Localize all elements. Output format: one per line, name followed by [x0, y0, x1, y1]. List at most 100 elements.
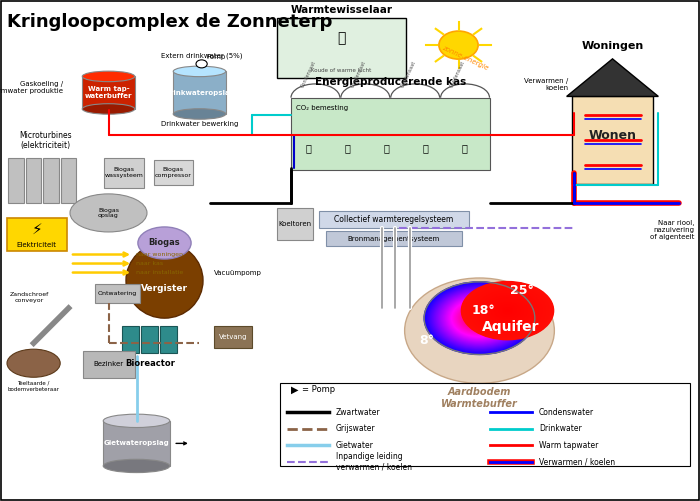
Ellipse shape: [440, 292, 519, 345]
Ellipse shape: [465, 284, 550, 337]
Bar: [141, 326, 158, 353]
Text: Woningen: Woningen: [582, 42, 643, 52]
Bar: [173, 72, 225, 114]
Ellipse shape: [505, 310, 510, 312]
Ellipse shape: [468, 311, 491, 326]
Text: Warm tap-
waterbuffer: Warm tap- waterbuffer: [85, 86, 132, 99]
Ellipse shape: [493, 301, 522, 320]
Ellipse shape: [458, 304, 501, 332]
Text: Warm tapwater: Warm tapwater: [539, 441, 598, 450]
Ellipse shape: [444, 295, 514, 341]
Ellipse shape: [456, 303, 503, 334]
Ellipse shape: [126, 243, 203, 318]
Bar: [104, 158, 144, 188]
Bar: [122, 326, 139, 353]
Text: Aardbodem
Warmtebuffer: Aardbodem Warmtebuffer: [441, 387, 518, 409]
Ellipse shape: [464, 308, 495, 328]
Text: Bezinker: Bezinker: [94, 362, 124, 367]
Ellipse shape: [104, 459, 169, 472]
Ellipse shape: [438, 291, 522, 346]
Ellipse shape: [440, 292, 519, 344]
Text: CO₂ bemesting: CO₂ bemesting: [296, 105, 348, 111]
Ellipse shape: [442, 293, 517, 343]
Bar: [83, 77, 134, 109]
Text: ▶: ▶: [290, 384, 298, 394]
Text: naar installatie: naar installatie: [136, 270, 183, 275]
Bar: [318, 211, 469, 228]
Ellipse shape: [478, 317, 481, 319]
Ellipse shape: [453, 301, 506, 335]
Text: Zandschroef
conveyor: Zandschroef conveyor: [10, 292, 49, 303]
Ellipse shape: [466, 309, 493, 327]
Ellipse shape: [459, 305, 500, 331]
Text: 🌿: 🌿: [384, 143, 389, 153]
Text: Biogas
compressor: Biogas compressor: [155, 167, 192, 178]
Text: Aquifer: Aquifer: [482, 320, 540, 334]
Text: Verwarmen / koelen: Verwarmen / koelen: [539, 457, 615, 466]
Ellipse shape: [461, 306, 498, 330]
Ellipse shape: [477, 316, 482, 320]
Text: Energieproducerende kas: Energieproducerende kas: [314, 77, 466, 87]
Ellipse shape: [446, 296, 513, 340]
Ellipse shape: [429, 285, 530, 351]
Ellipse shape: [173, 66, 225, 77]
Ellipse shape: [490, 300, 525, 322]
Text: Verwarmen /
koelen: Verwarmen / koelen: [524, 79, 568, 92]
Text: 🌿: 🌿: [462, 143, 468, 153]
Ellipse shape: [462, 282, 553, 339]
Text: Gaskoeling /
warmwater produktie: Gaskoeling / warmwater produktie: [0, 81, 63, 94]
Ellipse shape: [491, 300, 524, 321]
Bar: [326, 231, 462, 246]
Ellipse shape: [485, 297, 530, 325]
Text: Bioreactor: Bioreactor: [125, 359, 176, 368]
Ellipse shape: [467, 285, 548, 336]
Ellipse shape: [473, 314, 486, 323]
Ellipse shape: [502, 307, 513, 314]
Text: Microturbines
(elektriciteit): Microturbines (elektriciteit): [19, 131, 72, 150]
Ellipse shape: [455, 302, 504, 334]
Text: Condensaat: Condensaat: [449, 60, 466, 89]
Ellipse shape: [496, 303, 519, 318]
Text: 🌿: 🌿: [344, 143, 350, 153]
Ellipse shape: [463, 308, 496, 329]
Ellipse shape: [447, 297, 512, 340]
Ellipse shape: [426, 283, 533, 354]
Ellipse shape: [505, 309, 510, 312]
Text: Condensaat: Condensaat: [400, 60, 416, 89]
Text: Zwartwater: Zwartwater: [336, 408, 381, 417]
Ellipse shape: [461, 282, 554, 340]
Ellipse shape: [469, 286, 546, 335]
Ellipse shape: [487, 298, 528, 324]
Ellipse shape: [461, 306, 498, 330]
Ellipse shape: [503, 308, 512, 314]
Ellipse shape: [469, 311, 490, 325]
Ellipse shape: [433, 288, 526, 349]
Ellipse shape: [456, 303, 503, 333]
Ellipse shape: [450, 299, 509, 337]
Bar: [61, 158, 76, 203]
Ellipse shape: [477, 292, 538, 330]
Ellipse shape: [484, 296, 531, 326]
Ellipse shape: [457, 304, 502, 333]
Text: zonne-energie: zonne-energie: [442, 45, 489, 71]
Ellipse shape: [449, 298, 510, 338]
Ellipse shape: [435, 289, 524, 347]
Bar: [276, 18, 406, 78]
Bar: [280, 383, 690, 466]
Ellipse shape: [427, 284, 532, 353]
Text: Condenswater: Condenswater: [539, 408, 594, 417]
Ellipse shape: [494, 302, 522, 319]
Ellipse shape: [478, 292, 537, 329]
Ellipse shape: [482, 295, 533, 326]
Ellipse shape: [431, 287, 528, 350]
Ellipse shape: [464, 283, 551, 338]
Ellipse shape: [454, 302, 505, 335]
Bar: [104, 421, 169, 466]
Ellipse shape: [104, 414, 169, 427]
Ellipse shape: [138, 227, 191, 259]
Ellipse shape: [496, 304, 519, 318]
Ellipse shape: [7, 349, 60, 377]
Ellipse shape: [445, 296, 514, 341]
Ellipse shape: [452, 301, 507, 336]
Text: Biogas: Biogas: [148, 238, 181, 247]
